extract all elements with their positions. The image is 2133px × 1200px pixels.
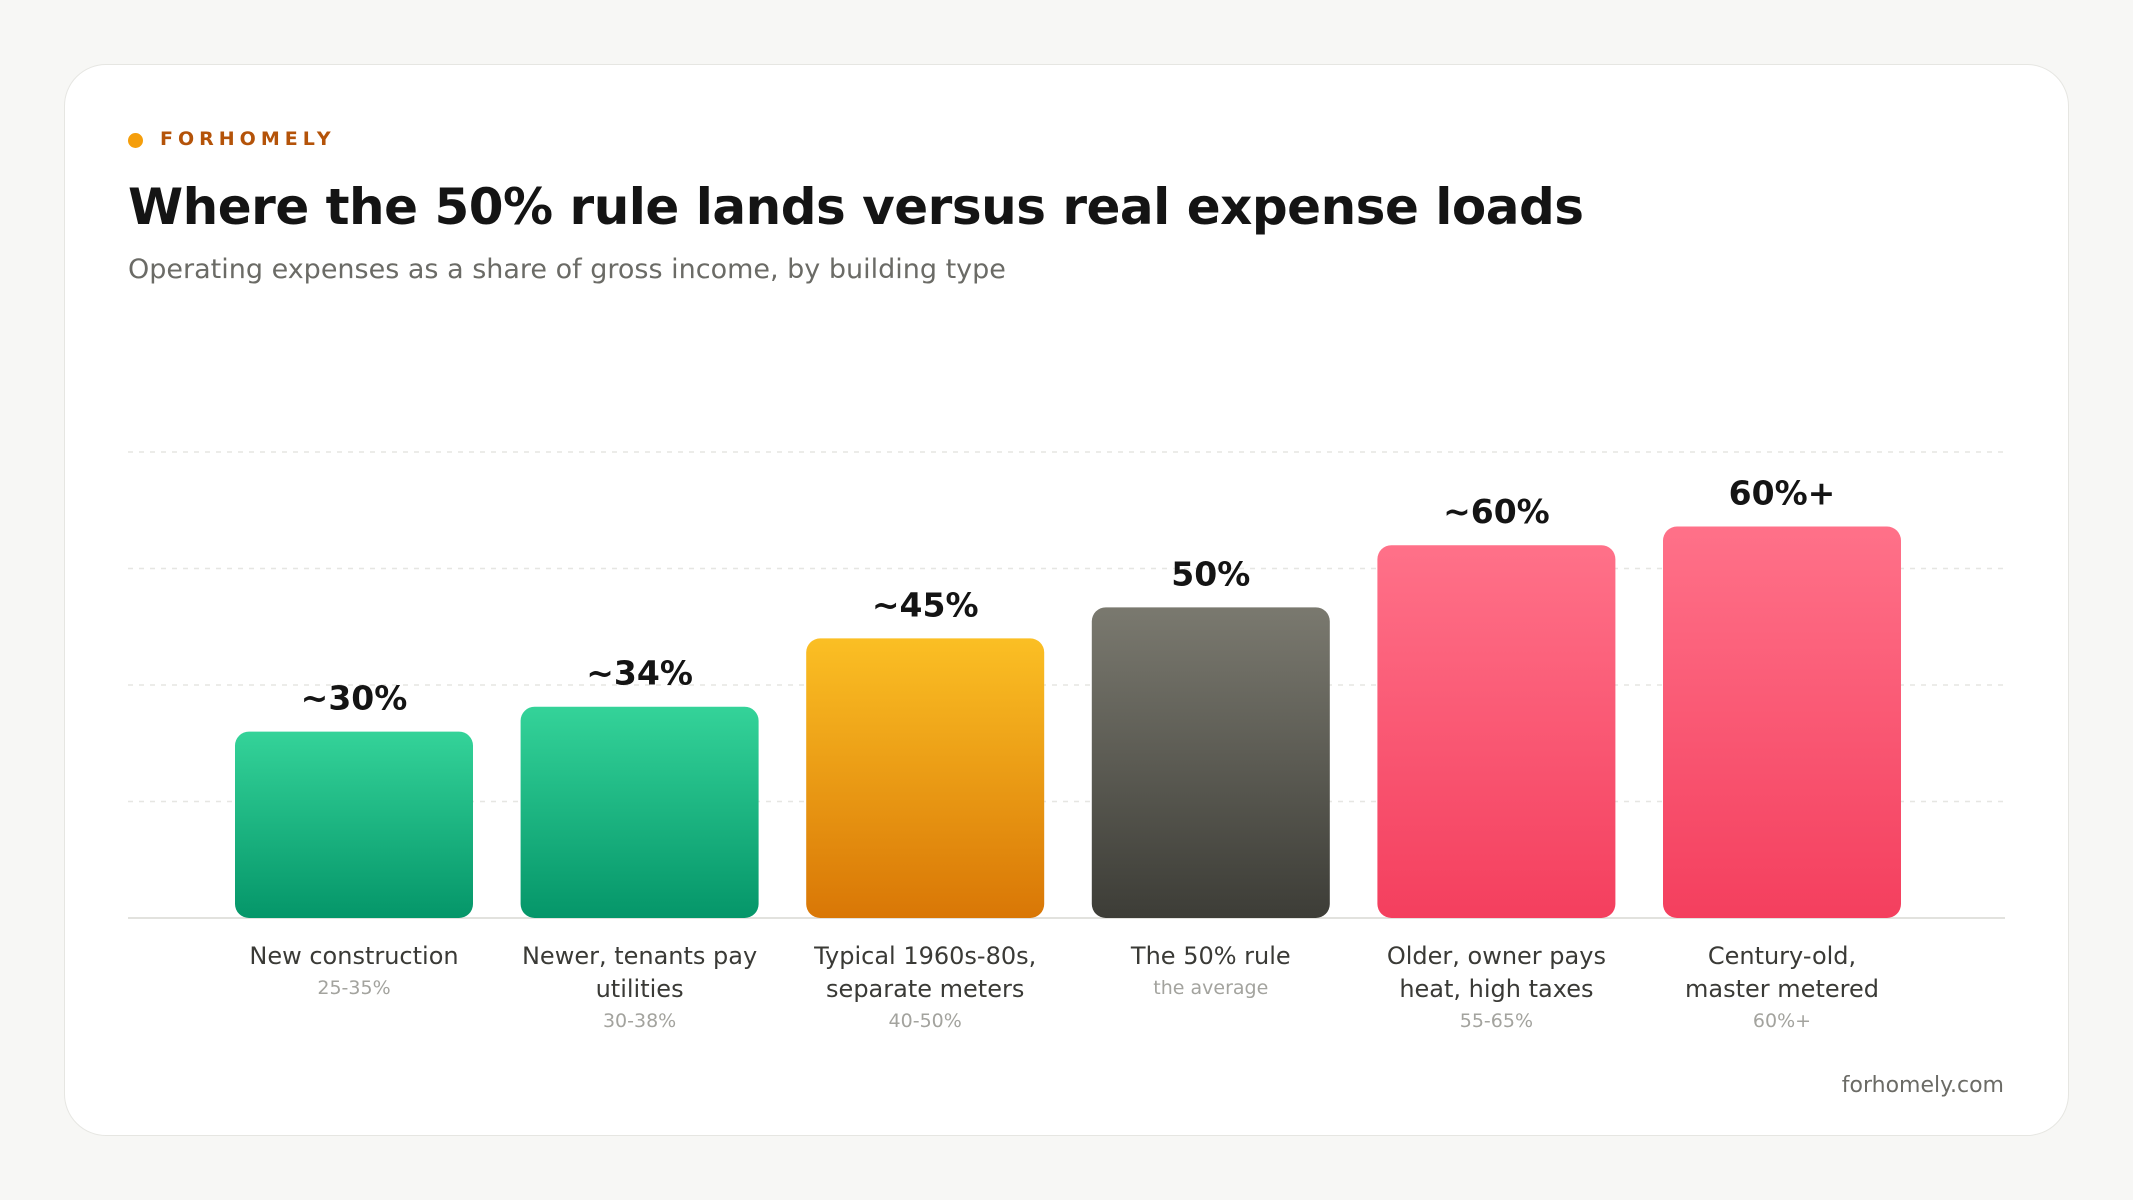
x-tick-label: Typical 1960s-80s, separate meters — [814, 942, 1037, 1003]
footer: forhomely.com — [1841, 1073, 2004, 1098]
bar — [520, 706, 759, 918]
category-label-group: The 50% rule the average — [1066, 940, 1356, 1003]
value-label: ~34% — [586, 654, 693, 693]
sub-label: 60%+ — [1752, 1010, 1812, 1032]
bar — [1377, 545, 1616, 918]
bar — [235, 731, 473, 918]
chart-subtitle: Operating expenses as a share of gross i… — [128, 254, 1006, 285]
brand: FORHOMELY — [160, 128, 336, 150]
category-label-group: Typical 1960s-80s, separate meters 40-50% — [780, 940, 1070, 1036]
x-tick-label: New construction — [249, 942, 459, 970]
value-label: 50% — [1171, 554, 1250, 593]
chart-title: Where the 50% rule lands versus real exp… — [128, 178, 1584, 236]
sub-label: 40-50% — [888, 1010, 962, 1032]
x-tick-label: Older, owner pays heat, high taxes — [1386, 942, 1606, 1003]
category-label-group: Century-old, master metered 60%+ — [1637, 940, 1927, 1036]
x-tick-label: Century-old, master metered — [1685, 942, 1879, 1003]
bar — [806, 638, 1045, 918]
sub-label: the average — [1153, 977, 1269, 999]
value-label: ~60% — [1443, 492, 1550, 531]
sub-label: 25-35% — [317, 977, 391, 999]
sub-label: 55-65% — [1459, 1010, 1534, 1032]
value-label: ~30% — [301, 679, 408, 718]
category-label-group: Older, owner pays heat, high taxes 55-65% — [1351, 940, 1641, 1036]
bar — [1091, 607, 1330, 918]
bar — [1663, 526, 1901, 918]
brand-dot — [128, 133, 143, 148]
sub-label: 30-38% — [602, 1010, 677, 1032]
category-label-group: Newer, tenants pay utilities 30-38% — [495, 940, 785, 1036]
value-label: 60%+ — [1729, 474, 1836, 513]
category-label-group: New construction 25-35% — [209, 940, 499, 1003]
x-tick-label: The 50% rule — [1130, 942, 1291, 970]
value-label: ~45% — [872, 585, 979, 624]
x-tick-label: Newer, tenants pay utilities — [521, 942, 758, 1003]
